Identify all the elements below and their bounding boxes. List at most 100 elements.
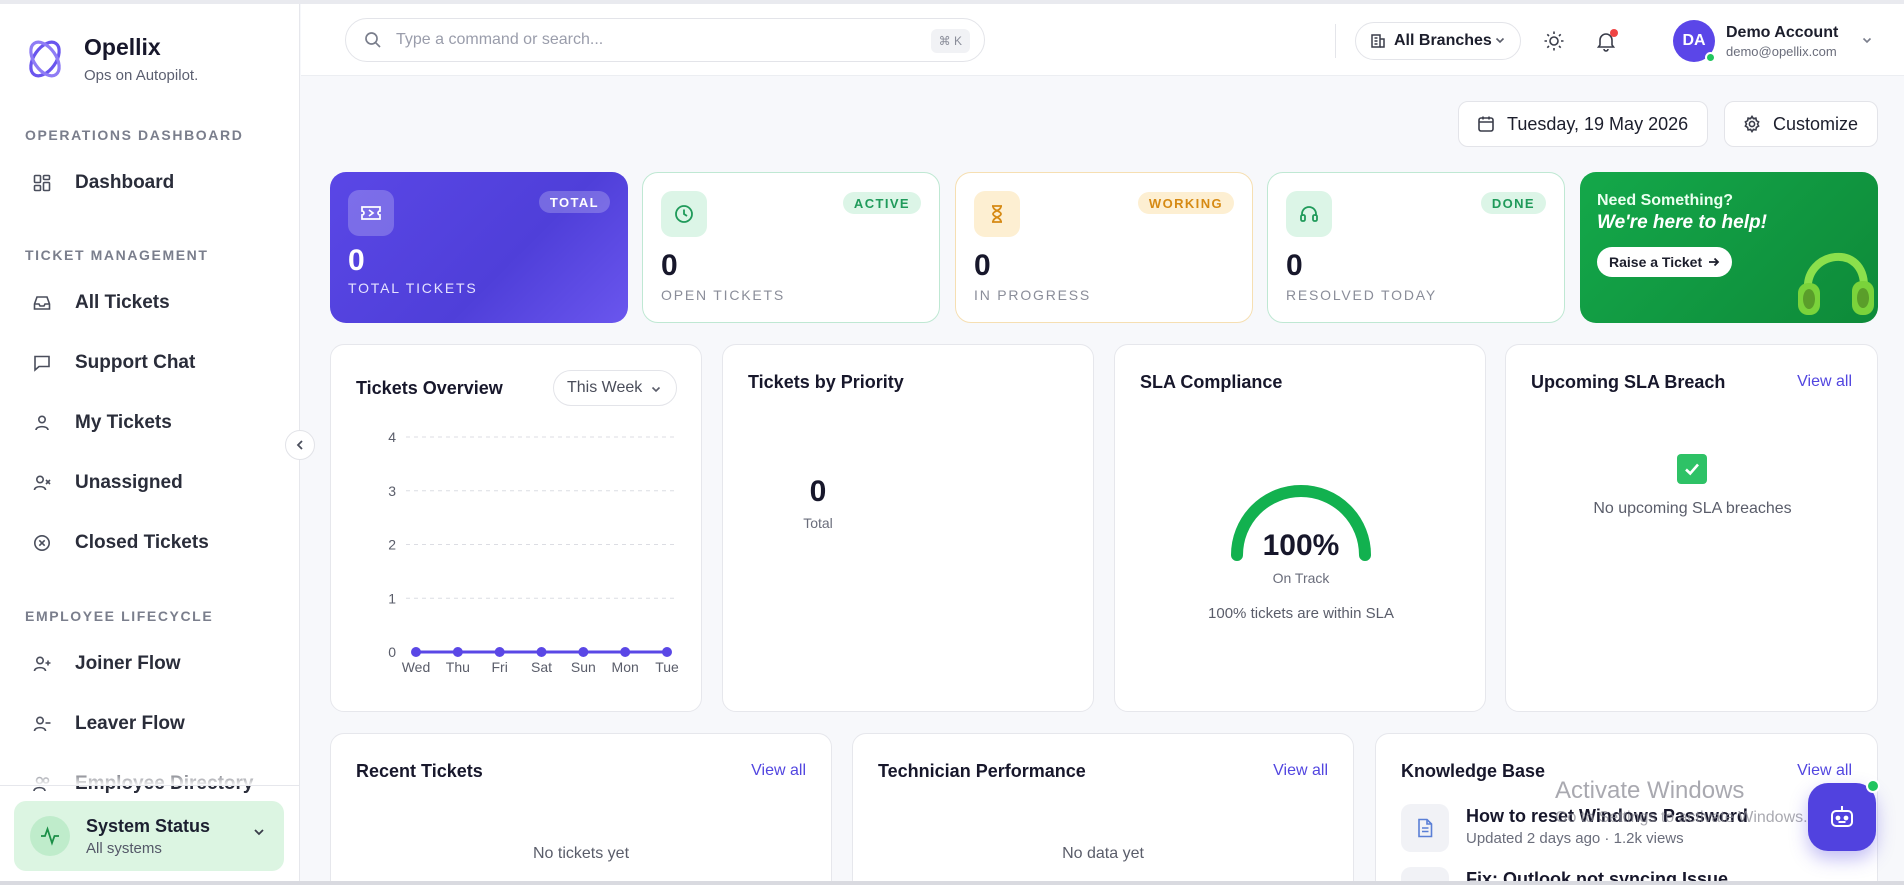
- raise-ticket-button[interactable]: Raise a Ticket: [1597, 247, 1733, 277]
- panel-title: Upcoming SLA Breach: [1531, 372, 1726, 392]
- stat-card-total[interactable]: TOTAL 0 TOTAL TICKETS: [330, 172, 628, 323]
- knowledge-article[interactable]: How to reset Windows Password Updated 2 …: [1401, 804, 1748, 854]
- sidebar-item-my-tickets[interactable]: My Tickets: [32, 408, 172, 438]
- topbar-divider: [1335, 24, 1336, 58]
- data-point: [578, 647, 589, 657]
- sidebar-item-leaver-flow[interactable]: Leaver Flow: [32, 709, 185, 739]
- stat-value: 0: [348, 244, 365, 277]
- status-badge: DONE: [1480, 192, 1546, 214]
- clock-icon: [661, 191, 707, 237]
- account-name: Demo Account: [1726, 23, 1839, 41]
- view-all-link[interactable]: View all: [1797, 373, 1852, 390]
- branch-selector-label: All Branches: [1394, 32, 1492, 49]
- brand[interactable]: Opellix Ops on Autopilot.: [24, 34, 198, 84]
- chevron-down-icon: [651, 386, 661, 393]
- account-email: demo@opellix.com: [1726, 43, 1837, 59]
- tickets-overview-panel: Tickets Overview This Week 0 1 2 3 4 Wed Thu Fr…: [330, 344, 702, 712]
- command-search-input[interactable]: Type a command or search... ⌘ K: [345, 18, 985, 62]
- topbar: Type a command or search... ⌘ K All Bran…: [301, 4, 1904, 76]
- system-status-card[interactable]: System Status All systems: [14, 801, 284, 871]
- ticket-icon: [348, 190, 394, 236]
- user-icon: [32, 413, 52, 433]
- view-all-link[interactable]: View all: [1273, 762, 1328, 779]
- notifications-button[interactable]: [1591, 26, 1621, 56]
- x-tick-label: Tue: [655, 659, 679, 675]
- user-x-icon: [32, 473, 52, 493]
- system-status-title: System Status: [86, 815, 211, 836]
- calendar-icon: [1478, 116, 1494, 132]
- check-box-icon: [1677, 454, 1707, 484]
- data-point: [452, 647, 463, 657]
- chat-assistant-button[interactable]: [1808, 779, 1880, 851]
- tickets-by-priority-panel: Tickets by Priority 0 Total: [722, 344, 1094, 712]
- date-display[interactable]: Tuesday, 19 May 2026: [1458, 101, 1708, 147]
- window-top-edge: [0, 0, 1904, 4]
- view-all-link[interactable]: View all: [1797, 762, 1852, 779]
- sidebar-collapse-button[interactable]: [285, 430, 315, 460]
- arrow-right-icon: [1709, 257, 1720, 267]
- document-icon: [1401, 804, 1449, 852]
- sidebar-scroll-fade: [0, 766, 299, 786]
- stat-value: 0: [1286, 249, 1303, 282]
- sidebar-item-label: Unassigned: [75, 472, 183, 493]
- avatar: DA: [1673, 20, 1716, 63]
- activity-icon: [30, 816, 70, 856]
- tickets-overview-chart: 0 1 2 3 4 Wed Thu Fri Sat Sun Mon Tue: [388, 429, 679, 675]
- stat-caption: OPEN TICKETS: [661, 287, 786, 303]
- data-point: [662, 647, 672, 657]
- sidebar-item-label: All Tickets: [75, 292, 170, 313]
- building-icon: [1371, 34, 1385, 48]
- x-tick-label: Fri: [492, 659, 508, 675]
- customize-button[interactable]: Customize: [1724, 101, 1878, 147]
- sidebar-item-support-chat[interactable]: Support Chat: [32, 348, 195, 378]
- time-range-value: This Week: [567, 379, 643, 396]
- sla-state: On Track: [1272, 570, 1330, 586]
- stat-card-open[interactable]: ACTIVE 0 OPEN TICKETS: [642, 172, 940, 323]
- chevron-down-icon: [1862, 37, 1872, 44]
- sidebar-item-joiner-flow[interactable]: Joiner Flow: [32, 649, 181, 679]
- nav-section-lifecycle: EMPLOYEE LIFECYCLE: [25, 608, 214, 624]
- sidebar: Opellix Ops on Autopilot. OPERATIONS DAS…: [0, 4, 300, 885]
- sidebar-item-label: Support Chat: [75, 352, 196, 373]
- theme-toggle-button[interactable]: [1539, 26, 1569, 56]
- search-placeholder: Type a command or search...: [396, 31, 604, 48]
- sidebar-item-dashboard[interactable]: Dashboard: [32, 168, 174, 198]
- sla-percent: 100%: [1262, 529, 1340, 562]
- user-minus-icon: [32, 714, 52, 734]
- time-range-dropdown[interactable]: This Week: [553, 370, 677, 406]
- chevron-down-icon: [254, 829, 264, 836]
- panel-title: Tickets by Priority: [748, 372, 904, 392]
- data-point: [536, 647, 547, 657]
- data-point: [620, 647, 631, 657]
- account-menu[interactable]: DA Demo Account demo@opellix.com: [1673, 20, 1873, 63]
- chevron-down-icon: [1495, 37, 1505, 44]
- customize-label: Customize: [1773, 113, 1859, 134]
- empty-state-message: No upcoming SLA breaches: [1593, 500, 1792, 517]
- gauge-fill: [1231, 485, 1371, 561]
- x-circle-icon: [32, 533, 52, 553]
- sidebar-item-label: My Tickets: [75, 412, 172, 433]
- stat-card-in-progress[interactable]: WORKING 0 IN PROGRESS: [955, 172, 1253, 323]
- x-tick-label: Sun: [571, 659, 596, 675]
- sidebar-item-unassigned[interactable]: Unassigned: [32, 468, 183, 498]
- sidebar-item-closed-tickets[interactable]: Closed Tickets: [32, 528, 209, 558]
- stat-card-resolved[interactable]: DONE 0 RESOLVED TODAY: [1267, 172, 1565, 323]
- data-point: [494, 647, 505, 657]
- robot-icon: [1831, 806, 1853, 827]
- sidebar-item-label: Joiner Flow: [75, 653, 181, 674]
- stat-value: 0: [974, 249, 991, 282]
- sidebar-item-all-tickets[interactable]: All Tickets: [32, 288, 170, 318]
- online-indicator: [1705, 52, 1716, 63]
- y-tick-label: 1: [388, 590, 396, 606]
- view-all-link[interactable]: View all: [751, 762, 806, 779]
- chevron-left-icon: [296, 440, 303, 450]
- notification-dot: [1610, 29, 1618, 37]
- sun-icon: [1544, 31, 1564, 51]
- y-tick-label: 2: [388, 537, 396, 553]
- stat-caption: RESOLVED TODAY: [1286, 287, 1437, 303]
- branch-selector[interactable]: All Branches: [1355, 22, 1521, 60]
- bell-icon: [1596, 33, 1616, 52]
- knowledge-base-panel: Knowledge Base View all How to reset Win…: [1375, 733, 1878, 885]
- sla-compliance-panel: SLA Compliance 100% On Track 100% ticket…: [1114, 344, 1486, 712]
- data-point: [411, 647, 421, 657]
